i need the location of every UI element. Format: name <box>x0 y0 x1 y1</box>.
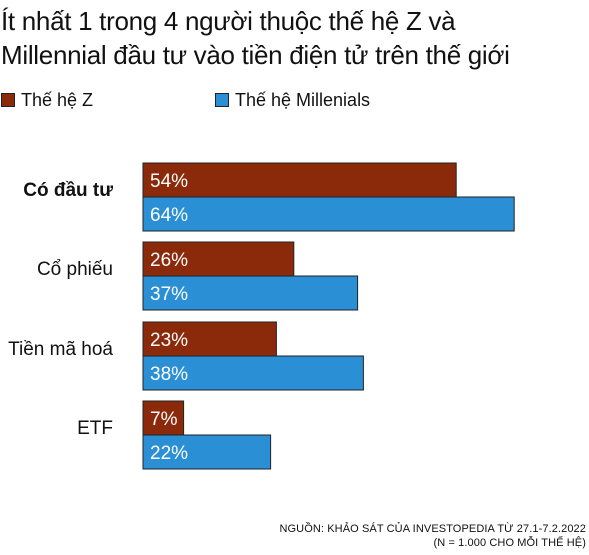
data-label-millenials-cat-3: 22% <box>150 443 188 464</box>
data-label-millenials-cat-1: 37% <box>150 284 188 305</box>
data-label-gen-z-cat-1: 26% <box>150 250 188 271</box>
bar-millenials-cat-2 <box>142 355 364 391</box>
bar-gen-z-cat-3 <box>142 400 185 436</box>
chart-title: Ít nhất 1 trong 4 người thuộc thế hệ Z v… <box>1 4 587 72</box>
legend-label-gen-z: Thế hệ Z <box>21 90 94 110</box>
category-label-cat-0: Có đầu tư <box>23 180 113 201</box>
data-label-millenials-cat-2: 38% <box>150 364 188 385</box>
chart-title-line-1: Ít nhất 1 trong 4 người thuộc thế hệ Z v… <box>1 6 456 36</box>
bar-millenials-cat-3 <box>142 434 272 470</box>
source-line-1: NGUỒN: KHẢO SÁT CỦA INVESTOPEDIA TỪ 27.1… <box>279 523 586 535</box>
category-label-cat-3: ETF <box>77 418 113 439</box>
legend-item-millenials: Thế hệ Millenials <box>215 89 370 111</box>
legend-label-millenials: Thế hệ Millenials <box>235 90 371 110</box>
bar-gen-z-cat-1 <box>142 241 295 277</box>
legend-swatch-gen-z <box>1 93 15 107</box>
data-label-millenials-cat-0: 64% <box>150 205 188 226</box>
source-note: NGUỒN: KHẢO SÁT CỦA INVESTOPEDIA TỪ 27.1… <box>279 522 586 550</box>
chart-title-line-2: Millennial đầu tư vào tiền điện tử trên … <box>1 40 510 70</box>
data-label-gen-z-cat-3: 7% <box>150 409 178 430</box>
bar-gen-z-cat-0 <box>142 162 457 198</box>
bar-millenials-cat-0 <box>142 196 515 232</box>
legend-swatch-millenials <box>215 93 229 107</box>
legend-item-gen-z: Thế hệ Z <box>1 89 93 111</box>
bar-millenials-cat-1 <box>142 275 359 311</box>
bar-gen-z-cat-2 <box>142 321 277 357</box>
category-label-cat-2: Tiền mã hoá <box>8 339 113 360</box>
data-label-gen-z-cat-0: 54% <box>150 171 188 192</box>
source-line-2: (N = 1.000 CHO MỖI THẾ HỆ) <box>433 537 586 549</box>
data-label-gen-z-cat-2: 23% <box>150 330 188 351</box>
category-label-cat-1: Cổ phiếu <box>37 259 113 280</box>
